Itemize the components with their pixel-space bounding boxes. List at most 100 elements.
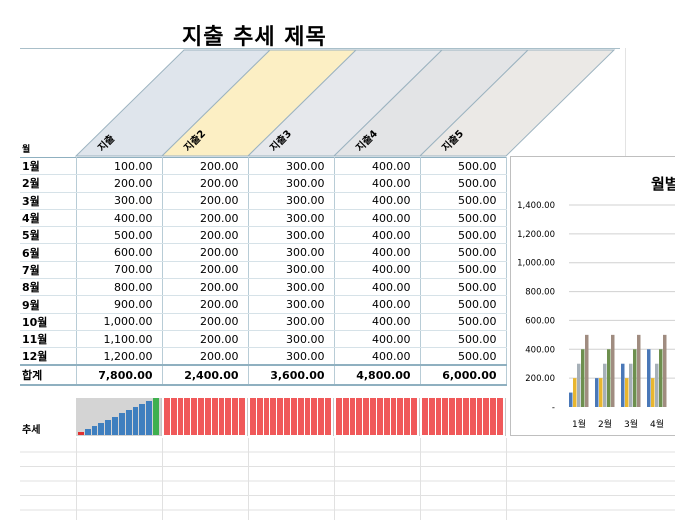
- value-cell[interactable]: 200.00: [162, 261, 249, 280]
- sparkline-bar: [476, 398, 483, 435]
- total-cell[interactable]: 4,800.00: [334, 364, 421, 387]
- value-cell[interactable]: 400.00: [334, 347, 421, 366]
- value-cell[interactable]: 500.00: [420, 243, 507, 262]
- total-cell[interactable]: 2,400.00: [162, 364, 249, 387]
- total-label[interactable]: 합계: [20, 364, 77, 387]
- sparkline-bar: [191, 398, 198, 435]
- value-cell[interactable]: 400.00: [334, 261, 421, 280]
- value-cell[interactable]: 300.00: [248, 192, 335, 210]
- value-cell[interactable]: 300.00: [248, 330, 335, 349]
- value-cell[interactable]: 300.00: [248, 313, 335, 331]
- value-cell[interactable]: 400.00: [334, 278, 421, 297]
- sparkline-bar: [211, 398, 218, 435]
- value-cell[interactable]: 500.00: [76, 226, 163, 245]
- month-cell[interactable]: 2월: [20, 174, 77, 193]
- value-cell[interactable]: 200.00: [162, 278, 249, 297]
- value-cell[interactable]: 400.00: [334, 243, 421, 262]
- value-cell[interactable]: 200.00: [162, 226, 249, 245]
- value-cell[interactable]: 400.00: [334, 226, 421, 245]
- value-cell[interactable]: 200.00: [162, 174, 249, 193]
- value-cell[interactable]: 200.00: [162, 209, 249, 228]
- month-cell[interactable]: 9월: [20, 295, 77, 314]
- chart-bar: [611, 334, 615, 407]
- month-cell[interactable]: 7월: [20, 261, 77, 280]
- value-cell[interactable]: 300.00: [248, 261, 335, 280]
- month-cell[interactable]: 4월: [20, 209, 77, 228]
- table-row: 12월 1,200.00 200.00 300.00 400.00 500.00: [20, 347, 507, 366]
- sparkline-bar: [290, 398, 297, 435]
- month-cell[interactable]: 5월: [20, 226, 77, 245]
- value-cell[interactable]: 1,000.00: [76, 313, 163, 331]
- value-cell[interactable]: 200.00: [162, 313, 249, 331]
- month-cell[interactable]: 8월: [20, 278, 77, 297]
- y-tick-label: 1,000.00: [517, 259, 555, 269]
- value-cell[interactable]: 1,100.00: [76, 330, 163, 349]
- value-cell[interactable]: 500.00: [420, 295, 507, 314]
- value-cell[interactable]: 200.00: [162, 330, 249, 349]
- value-cell[interactable]: 300.00: [248, 156, 335, 176]
- value-cell[interactable]: 400.00: [76, 209, 163, 228]
- gridline: [248, 438, 249, 520]
- value-cell[interactable]: 100.00: [76, 156, 163, 176]
- value-cell[interactable]: 500.00: [420, 261, 507, 280]
- value-cell[interactable]: 300.00: [248, 278, 335, 297]
- value-cell[interactable]: 500.00: [420, 313, 507, 331]
- value-cell[interactable]: 400.00: [334, 330, 421, 349]
- sparkline-bar: [397, 398, 404, 435]
- value-cell[interactable]: 300.00: [76, 192, 163, 210]
- value-cell[interactable]: 200.00: [162, 347, 249, 366]
- value-cell[interactable]: 600.00: [76, 243, 163, 262]
- sparkline-bar: [263, 398, 270, 435]
- value-cell[interactable]: 400.00: [334, 313, 421, 331]
- value-cell[interactable]: 400.00: [334, 174, 421, 193]
- month-cell[interactable]: 1월: [20, 156, 77, 176]
- value-cell[interactable]: 400.00: [334, 156, 421, 176]
- value-cell[interactable]: 500.00: [420, 156, 507, 176]
- value-cell[interactable]: 200.00: [162, 156, 249, 176]
- value-cell[interactable]: 400.00: [334, 209, 421, 228]
- value-cell[interactable]: 200.00: [76, 174, 163, 193]
- sparkline-bar: [139, 404, 146, 435]
- value-cell[interactable]: 900.00: [76, 295, 163, 314]
- month-cell[interactable]: 12월: [20, 347, 77, 366]
- monthly-chart[interactable]: 월별 - 200.00 400.00 600.00 800.00 1,000.00 1,20…: [510, 156, 675, 436]
- value-cell[interactable]: 500.00: [420, 192, 507, 210]
- month-cell[interactable]: 3월: [20, 192, 77, 210]
- table-row: 9월 900.00 200.00 300.00 400.00 500.00: [20, 295, 507, 314]
- table-row: 1월 100.00 200.00 300.00 400.00 500.00: [20, 156, 507, 176]
- value-cell[interactable]: 1,200.00: [76, 347, 163, 366]
- sparkline-bar: [112, 416, 118, 435]
- value-cell[interactable]: 300.00: [248, 209, 335, 228]
- value-cell[interactable]: 200.00: [162, 192, 249, 210]
- chart-bar: [581, 349, 585, 407]
- chart-bar: [637, 334, 641, 407]
- value-cell[interactable]: 300.00: [248, 295, 335, 314]
- value-cell[interactable]: 200.00: [162, 295, 249, 314]
- sparkline-bar: [469, 398, 476, 435]
- value-cell[interactable]: 300.00: [248, 174, 335, 193]
- month-cell[interactable]: 10월: [20, 313, 77, 331]
- value-cell[interactable]: 500.00: [420, 347, 507, 366]
- value-cell[interactable]: 500.00: [420, 226, 507, 245]
- value-cell[interactable]: 700.00: [76, 261, 163, 280]
- value-cell[interactable]: 500.00: [420, 209, 507, 228]
- value-cell[interactable]: 300.00: [248, 226, 335, 245]
- total-cell[interactable]: 7,800.00: [76, 364, 163, 387]
- value-cell[interactable]: 500.00: [420, 174, 507, 193]
- month-cell[interactable]: 6월: [20, 243, 77, 262]
- value-cell[interactable]: 400.00: [334, 295, 421, 314]
- total-cell[interactable]: 3,600.00: [248, 364, 335, 387]
- value-cell[interactable]: 500.00: [420, 330, 507, 349]
- value-cell[interactable]: 800.00: [76, 278, 163, 297]
- value-cell[interactable]: 400.00: [334, 192, 421, 210]
- chart-bar: [569, 392, 573, 407]
- sparkline-bar: [435, 398, 442, 435]
- table-row: 3월 300.00 200.00 300.00 400.00 500.00: [20, 192, 507, 210]
- value-cell[interactable]: 500.00: [420, 278, 507, 297]
- total-cell[interactable]: 6,000.00: [420, 364, 507, 387]
- value-cell[interactable]: 300.00: [248, 243, 335, 262]
- sparkline-bar: [336, 398, 342, 435]
- value-cell[interactable]: 200.00: [162, 243, 249, 262]
- value-cell[interactable]: 300.00: [248, 347, 335, 366]
- month-cell[interactable]: 11월: [20, 330, 77, 349]
